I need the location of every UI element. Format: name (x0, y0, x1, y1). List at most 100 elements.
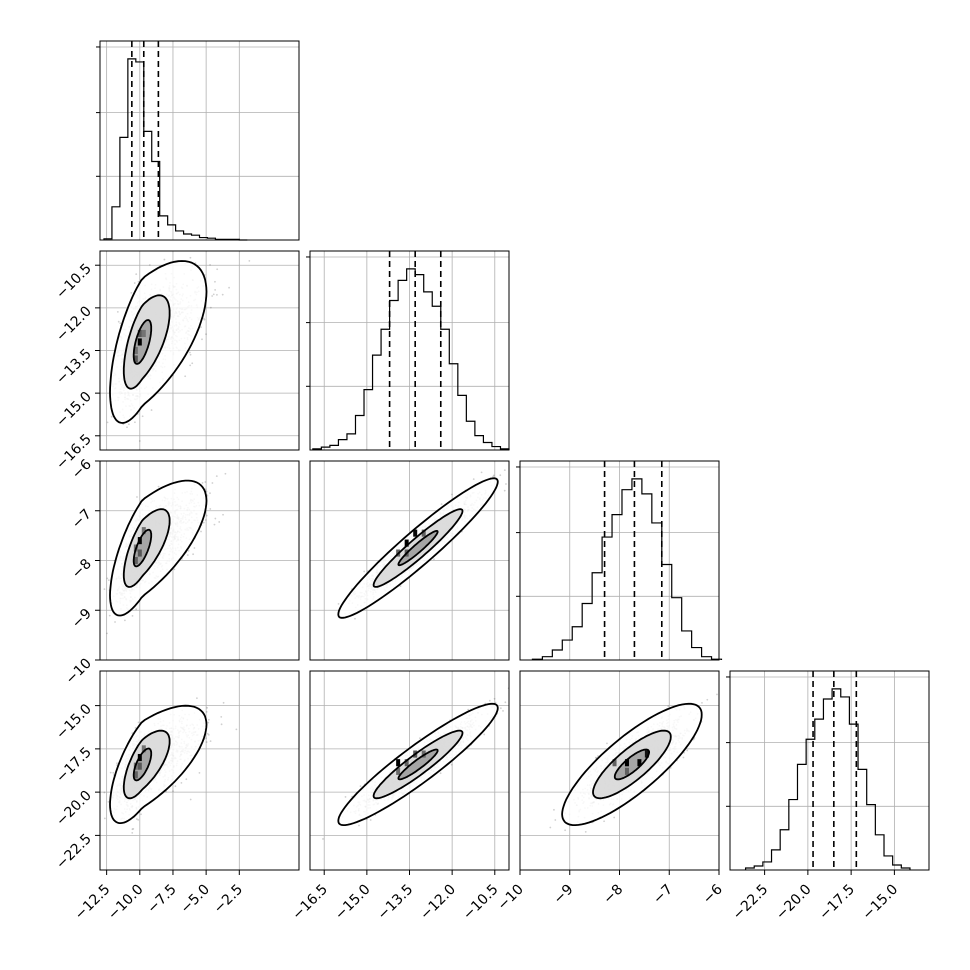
sample-point (187, 549, 190, 552)
sample-point (205, 514, 208, 517)
sample-point (193, 547, 196, 549)
sample-point (91, 477, 93, 479)
density-bin (141, 527, 146, 535)
panel-content (103, 697, 238, 834)
sample-point (204, 481, 207, 483)
histogram-panel-2 (516, 461, 723, 660)
sample-point (137, 721, 140, 724)
sample-point (214, 280, 216, 283)
sample-point (184, 375, 187, 378)
sample-point (150, 409, 153, 411)
sample-point (213, 523, 216, 526)
density-bin (137, 338, 142, 346)
sample-point (451, 493, 453, 496)
density-fill (133, 529, 152, 567)
sample-point (103, 588, 106, 591)
sample-point (205, 333, 207, 336)
density-bin (133, 346, 138, 355)
sample-point (131, 831, 134, 834)
scatter-panel-0-3 (100, 671, 299, 870)
sample-point (206, 732, 209, 735)
sample-point (209, 740, 212, 743)
contour-line (132, 319, 153, 365)
sample-point (157, 485, 160, 488)
sample-point (131, 828, 134, 831)
sample-point (207, 721, 210, 724)
sample-point (492, 474, 495, 477)
histogram-step (312, 268, 510, 450)
sample-point (126, 426, 128, 429)
sample-point (202, 317, 205, 320)
histogram-step (103, 58, 248, 241)
sample-point (209, 492, 211, 495)
sample-point (108, 614, 111, 617)
scatter-panel-0-2 (100, 460, 299, 661)
sample-point (207, 718, 210, 721)
sample-point (138, 440, 141, 442)
sample-point (220, 715, 223, 718)
sample-point (188, 351, 191, 354)
sample-point (399, 585, 402, 588)
sample-point (440, 503, 443, 506)
sample-point (131, 614, 134, 617)
sample-point (505, 483, 507, 485)
sample-point (107, 579, 110, 582)
density-bin (141, 745, 146, 753)
sample-point (141, 415, 144, 418)
sample-point (200, 530, 202, 533)
histogram-panel-3 (726, 671, 929, 870)
density-bin (133, 355, 138, 363)
sample-point (492, 475, 494, 478)
contour-line (122, 508, 171, 588)
sample-point (174, 785, 177, 788)
sample-point (109, 473, 111, 475)
sample-point (163, 258, 166, 261)
sample-point (134, 727, 137, 729)
sample-point (148, 264, 151, 266)
panel-content (91, 256, 251, 479)
histogram-panel-0 (96, 41, 299, 241)
sample-point (363, 570, 366, 573)
sample-point (117, 320, 120, 323)
density-bin (141, 329, 146, 337)
sample-point (209, 508, 212, 510)
contour-line (109, 260, 208, 424)
sample-point (173, 568, 176, 571)
sample-point (220, 723, 223, 726)
density-fill (133, 320, 152, 364)
sample-point (211, 482, 214, 484)
sample-point (123, 619, 126, 622)
sample-point (201, 338, 203, 341)
sample-point (103, 791, 106, 794)
density-bin (133, 556, 138, 565)
contour-line (132, 528, 153, 568)
sample-point (205, 741, 208, 743)
sample-point (205, 737, 207, 740)
sample-point (135, 818, 138, 820)
sample-point (203, 318, 206, 321)
contour-line (122, 294, 171, 390)
contour-line (132, 747, 153, 782)
sample-point (204, 519, 207, 521)
density-bin (137, 329, 142, 337)
sample-point (189, 364, 192, 367)
sample-point (198, 771, 201, 774)
sample-point (132, 828, 135, 830)
sample-point (103, 817, 106, 820)
sample-point (128, 423, 130, 426)
sample-point (189, 256, 192, 259)
sample-point (235, 728, 238, 731)
sample-point (109, 771, 112, 774)
sample-point (110, 415, 113, 418)
panel-content (337, 469, 507, 620)
sample-point (221, 293, 224, 296)
sample-point (185, 778, 188, 781)
density-bin (137, 549, 142, 557)
sample-point (107, 800, 110, 803)
sample-point (116, 310, 119, 313)
sample-point (106, 421, 109, 424)
sample-point (207, 733, 210, 736)
sample-point (192, 553, 195, 556)
sample-point (216, 268, 219, 271)
